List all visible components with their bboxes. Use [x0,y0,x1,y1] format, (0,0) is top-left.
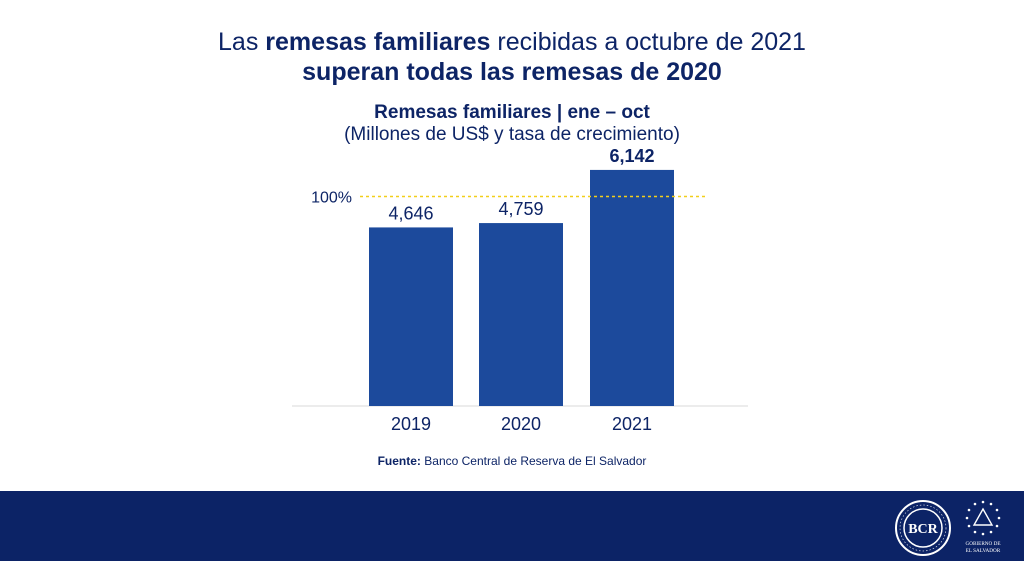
value-label-2019: 4,646 [388,203,433,223]
headline-line-2: superan todas las remesas de 2020 [302,58,722,86]
footer-band [0,491,1024,561]
category-label-2021: 2021 [612,414,652,434]
value-label-2020: 4,759 [498,199,543,219]
source-note: Fuente: Banco Central de Reserva de El S… [0,454,1024,468]
source-label: Fuente: [377,454,421,468]
headline-text: recibidas a octubre de 2021 [490,28,806,56]
gob-logo-text-1: GOBIERNO DE [965,541,1000,547]
headline-text: Las [218,28,266,56]
chart-subtitle: (Millones de US$ y tasa de crecimiento) [344,124,680,145]
value-label-2021: 6,142 [609,146,654,166]
source-text: Banco Central de Reserva de El Salvador [420,454,647,468]
gobierno-el-salvador-logo: GOBIERNO DE EL SALVADOR [965,500,1001,554]
svg-text:BCR: BCR [908,522,938,537]
stars-ring-icon [965,500,1001,536]
reference-line-label: 100% [311,190,352,207]
bar-chart: 4,646 2019 4,759 2020 6,142 2021 100% [292,146,748,434]
bar-2020 [479,223,563,406]
bar-2021 [590,169,674,406]
headline-line-1: Las remesas familiares recibidas a octub… [0,27,1024,57]
bcr-logo: BCR [895,500,951,556]
category-label-2020: 2020 [501,414,541,434]
bar-2019 [369,227,453,406]
headline-emphasis: remesas familiares [265,28,491,56]
triangle-emblem-icon [972,507,994,526]
chart-title: Remesas familiares | ene – oct [374,102,650,123]
category-label-2019: 2019 [391,414,431,434]
gob-logo-text-2: EL SALVADOR [966,548,1001,554]
